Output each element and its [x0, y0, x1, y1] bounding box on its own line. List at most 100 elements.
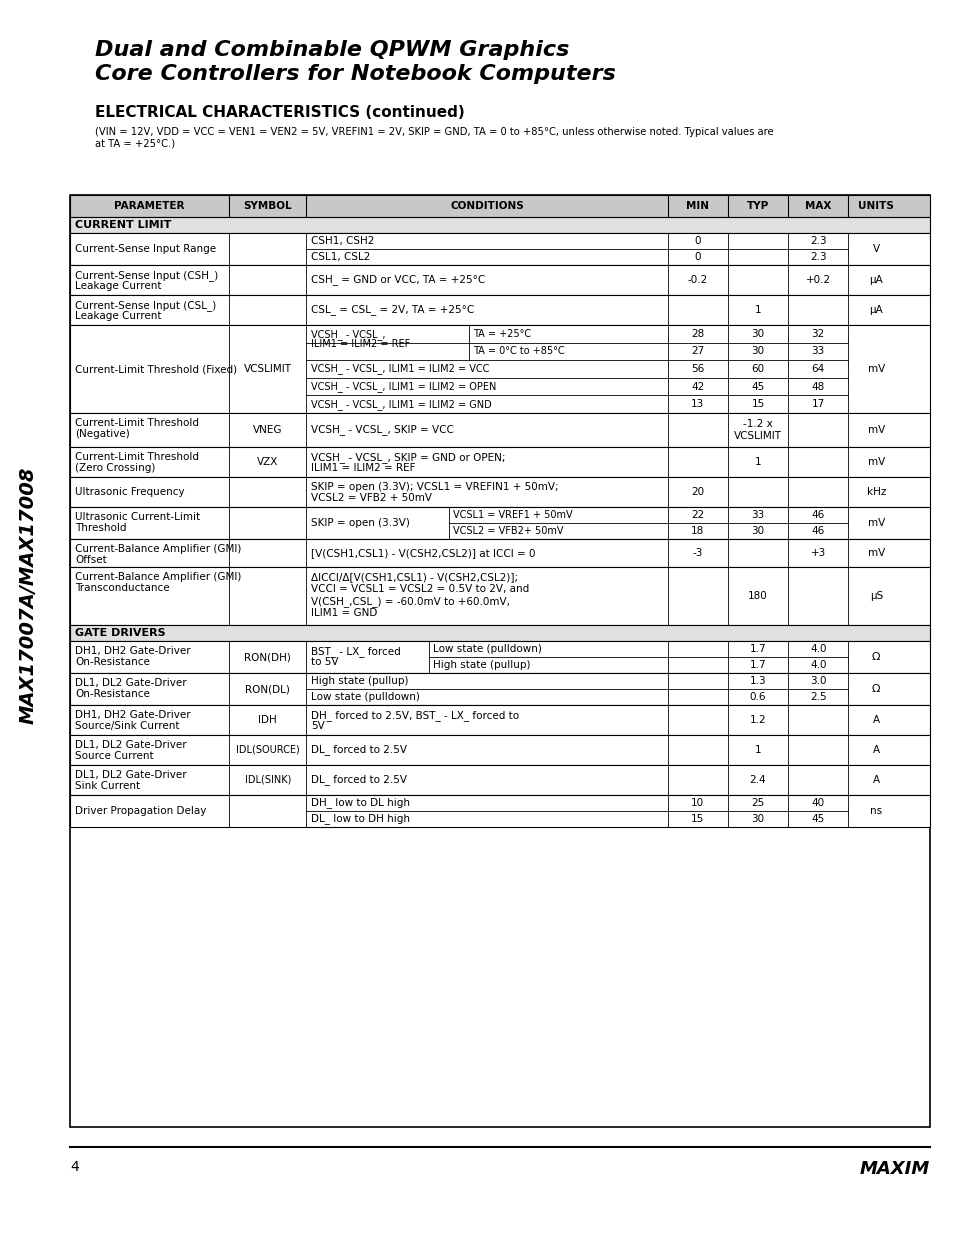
Bar — [70, 195, 929, 217]
Text: 22: 22 — [691, 510, 703, 520]
Text: 1.7: 1.7 — [749, 659, 765, 671]
Text: CSH1, CSH2: CSH1, CSH2 — [312, 236, 375, 246]
Text: 40: 40 — [811, 798, 824, 808]
Text: 13: 13 — [691, 399, 703, 409]
Text: 1.7: 1.7 — [749, 643, 765, 655]
Bar — [70, 266, 929, 295]
Text: 0: 0 — [694, 236, 700, 246]
Bar — [70, 477, 929, 508]
Text: VCSH_ - VCSL_, SKIP = GND or OPEN;: VCSH_ - VCSL_, SKIP = GND or OPEN; — [312, 452, 505, 463]
Text: 1.3: 1.3 — [749, 676, 765, 685]
Text: VCSH_ - VCSL_, ILIM1 = ILIM2 = VCC: VCSH_ - VCSL_, ILIM1 = ILIM2 = VCC — [312, 363, 489, 374]
Text: CONDITIONS: CONDITIONS — [450, 201, 523, 211]
Text: 0.6: 0.6 — [749, 692, 765, 701]
Text: RON(DH): RON(DH) — [244, 652, 291, 662]
Text: Core Controllers for Notebook Computers: Core Controllers for Notebook Computers — [95, 64, 616, 84]
Text: DL_ forced to 2.5V: DL_ forced to 2.5V — [312, 745, 407, 756]
Text: +0.2: +0.2 — [804, 275, 830, 285]
Text: 30: 30 — [751, 526, 763, 536]
Text: VCSH_ - VCSL_, ILIM1 = ILIM2 = GND: VCSH_ - VCSL_, ILIM1 = ILIM2 = GND — [312, 399, 492, 410]
Text: Driver Propagation Delay: Driver Propagation Delay — [75, 806, 206, 816]
Text: to 5V: to 5V — [312, 657, 338, 667]
Text: Ω: Ω — [871, 684, 880, 694]
Text: 2.3: 2.3 — [809, 236, 825, 246]
Bar — [70, 325, 929, 412]
Text: kHz: kHz — [865, 487, 885, 496]
Text: (Zero Crossing): (Zero Crossing) — [75, 463, 155, 473]
Text: BST_ - LX_ forced: BST_ - LX_ forced — [312, 646, 401, 657]
Text: -3: -3 — [692, 548, 702, 558]
Text: DH_ low to DL high: DH_ low to DL high — [312, 798, 410, 809]
Text: 3.0: 3.0 — [809, 676, 825, 685]
Text: 0: 0 — [694, 252, 700, 262]
Text: DL_ forced to 2.5V: DL_ forced to 2.5V — [312, 774, 407, 785]
Text: 64: 64 — [811, 364, 824, 374]
Text: Current-Balance Amplifier (GMI): Current-Balance Amplifier (GMI) — [75, 572, 241, 582]
Text: UNITS: UNITS — [858, 201, 893, 211]
Text: GATE DRIVERS: GATE DRIVERS — [75, 629, 166, 638]
Bar — [70, 795, 929, 827]
Text: ΔICCI/Δ[V(CSH1,CSL1) - V(CSH2,CSL2)];: ΔICCI/Δ[V(CSH1,CSL1) - V(CSH2,CSL2)]; — [312, 572, 518, 582]
Text: VCSLIMIT: VCSLIMIT — [244, 364, 292, 374]
Text: SKIP = open (3.3V): SKIP = open (3.3V) — [312, 517, 410, 529]
Bar — [70, 508, 929, 538]
Text: Threshold: Threshold — [75, 522, 127, 534]
Text: PARAMETER: PARAMETER — [114, 201, 185, 211]
Text: 30: 30 — [751, 346, 763, 357]
Bar — [70, 233, 929, 266]
Text: On-Resistance: On-Resistance — [75, 689, 150, 699]
Text: mV: mV — [866, 425, 884, 435]
Text: 2.4: 2.4 — [749, 776, 765, 785]
Text: VCSH_ - VCSL_,: VCSH_ - VCSL_, — [312, 329, 386, 340]
Text: ILIM1 = ILIM2 = REF: ILIM1 = ILIM2 = REF — [312, 338, 411, 350]
Text: Ω: Ω — [871, 652, 880, 662]
Text: 10: 10 — [691, 798, 703, 808]
Text: ELECTRICAL CHARACTERISTICS (continued): ELECTRICAL CHARACTERISTICS (continued) — [95, 105, 464, 120]
Text: μA: μA — [868, 275, 882, 285]
Text: Ultrasonic Frequency: Ultrasonic Frequency — [75, 487, 185, 496]
Text: Current-Limit Threshold (Fixed): Current-Limit Threshold (Fixed) — [75, 364, 237, 374]
Text: 2.5: 2.5 — [809, 692, 825, 701]
Bar — [70, 295, 929, 325]
Text: 15: 15 — [691, 814, 703, 824]
Text: Dual and Combinable QPWM Graphics: Dual and Combinable QPWM Graphics — [95, 40, 569, 61]
Text: IDL(SOURCE): IDL(SOURCE) — [235, 745, 299, 755]
Text: VCSH_ - VCSL_, SKIP = VCC: VCSH_ - VCSL_, SKIP = VCC — [312, 425, 454, 436]
Text: μS: μS — [869, 592, 882, 601]
Text: TYP: TYP — [746, 201, 768, 211]
Bar — [70, 217, 929, 233]
Text: DH1, DH2 Gate-Driver: DH1, DH2 Gate-Driver — [75, 646, 191, 656]
Text: Sink Current: Sink Current — [75, 781, 140, 790]
Text: SKIP = open (3.3V); VCSL1 = VREFIN1 + 50mV;: SKIP = open (3.3V); VCSL1 = VREFIN1 + 50… — [312, 482, 558, 492]
Text: (VIN = 12V, VDD = VCC = VEN1 = VEN2 = 5V, VREFIN1 = 2V, SKIP = GND, TA = 0 to +8: (VIN = 12V, VDD = VCC = VEN1 = VEN2 = 5V… — [95, 127, 773, 137]
Text: Offset: Offset — [75, 555, 107, 564]
Text: A: A — [872, 776, 879, 785]
Text: Low state (pulldown): Low state (pulldown) — [433, 643, 542, 655]
Text: 30: 30 — [751, 329, 763, 338]
Text: at TA = +25°C.): at TA = +25°C.) — [95, 140, 175, 149]
Bar — [70, 625, 929, 641]
Text: MAXIM: MAXIM — [859, 1160, 929, 1178]
Text: 15: 15 — [751, 399, 763, 409]
Bar — [70, 567, 929, 625]
Text: Current-Sense Input Range: Current-Sense Input Range — [75, 245, 216, 254]
Text: 1: 1 — [754, 457, 760, 467]
Text: DH1, DH2 Gate-Driver: DH1, DH2 Gate-Driver — [75, 710, 191, 720]
Text: RON(DL): RON(DL) — [245, 684, 290, 694]
Text: DL1, DL2 Gate-Driver: DL1, DL2 Gate-Driver — [75, 769, 187, 781]
Text: 28: 28 — [691, 329, 703, 338]
Text: 1: 1 — [754, 305, 760, 315]
Text: CSL_ = CSL_ = 2V, TA = +25°C: CSL_ = CSL_ = 2V, TA = +25°C — [312, 305, 475, 315]
Text: MAX17007A/MAX17008: MAX17007A/MAX17008 — [18, 467, 37, 724]
Text: 32: 32 — [811, 329, 824, 338]
Text: V: V — [872, 245, 879, 254]
Text: ILIM1 = ILIM2 = REF: ILIM1 = ILIM2 = REF — [312, 463, 416, 473]
Text: Current-Limit Threshold: Current-Limit Threshold — [75, 452, 199, 462]
Text: TA = +25°C: TA = +25°C — [473, 329, 531, 338]
Text: DH_ forced to 2.5V, BST_ - LX_ forced to: DH_ forced to 2.5V, BST_ - LX_ forced to — [312, 710, 519, 721]
Text: 25: 25 — [751, 798, 763, 808]
Text: Ultrasonic Current-Limit: Ultrasonic Current-Limit — [75, 513, 200, 522]
Text: DL1, DL2 Gate-Driver: DL1, DL2 Gate-Driver — [75, 678, 187, 688]
Text: VCSL2 = VFB2+ 50mV: VCSL2 = VFB2+ 50mV — [453, 526, 563, 536]
Text: 1.2: 1.2 — [749, 715, 765, 725]
